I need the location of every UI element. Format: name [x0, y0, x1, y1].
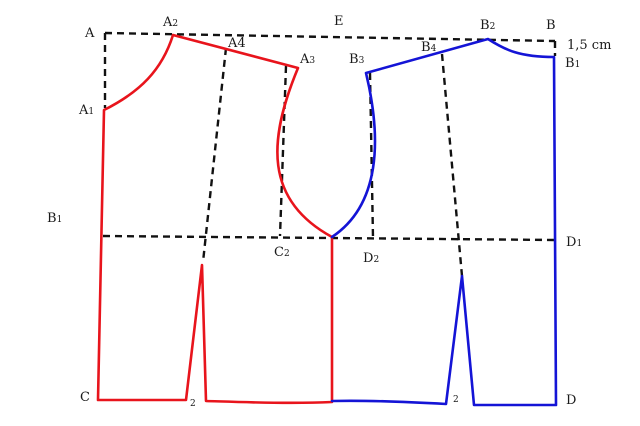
front-dart-line [278, 65, 288, 237]
label-A3: A3 [299, 52, 315, 67]
label-D2: D2 [363, 251, 379, 266]
hip-line [102, 234, 556, 242]
label-B3: B3 [349, 52, 365, 67]
construction-lines [102, 31, 557, 277]
front-crease-line [201, 47, 228, 263]
label-D: D [566, 393, 576, 408]
top-line [104, 31, 556, 43]
front-outline [96, 33, 334, 405]
point-labels: A A2 E B2 B 1,5 cm A4 A3 B3 B4 B1 A1 B1 … [47, 14, 611, 409]
label-B: B [546, 18, 556, 33]
label-2-back: 2 [453, 395, 459, 405]
label-1-5-cm: 1,5 cm [567, 38, 611, 53]
label-A2: A2 [162, 15, 178, 30]
label-A: A [84, 26, 95, 41]
label-D1: D1 [566, 235, 582, 250]
front-piece [96, 33, 334, 405]
label-B2: B2 [480, 18, 495, 33]
back-crease-line [440, 53, 464, 277]
label-2-front: 2 [190, 399, 196, 409]
label-B1-right: B1 [565, 56, 580, 71]
label-C: C [80, 390, 90, 405]
back-piece [330, 37, 558, 407]
label-B1-left: B1 [47, 211, 62, 226]
label-A1: A1 [78, 103, 94, 118]
label-A4: A4 [227, 36, 246, 51]
back-outline [330, 37, 558, 407]
label-E: E [334, 14, 344, 29]
label-B4: B4 [421, 40, 437, 55]
label-C2: C2 [274, 245, 290, 260]
